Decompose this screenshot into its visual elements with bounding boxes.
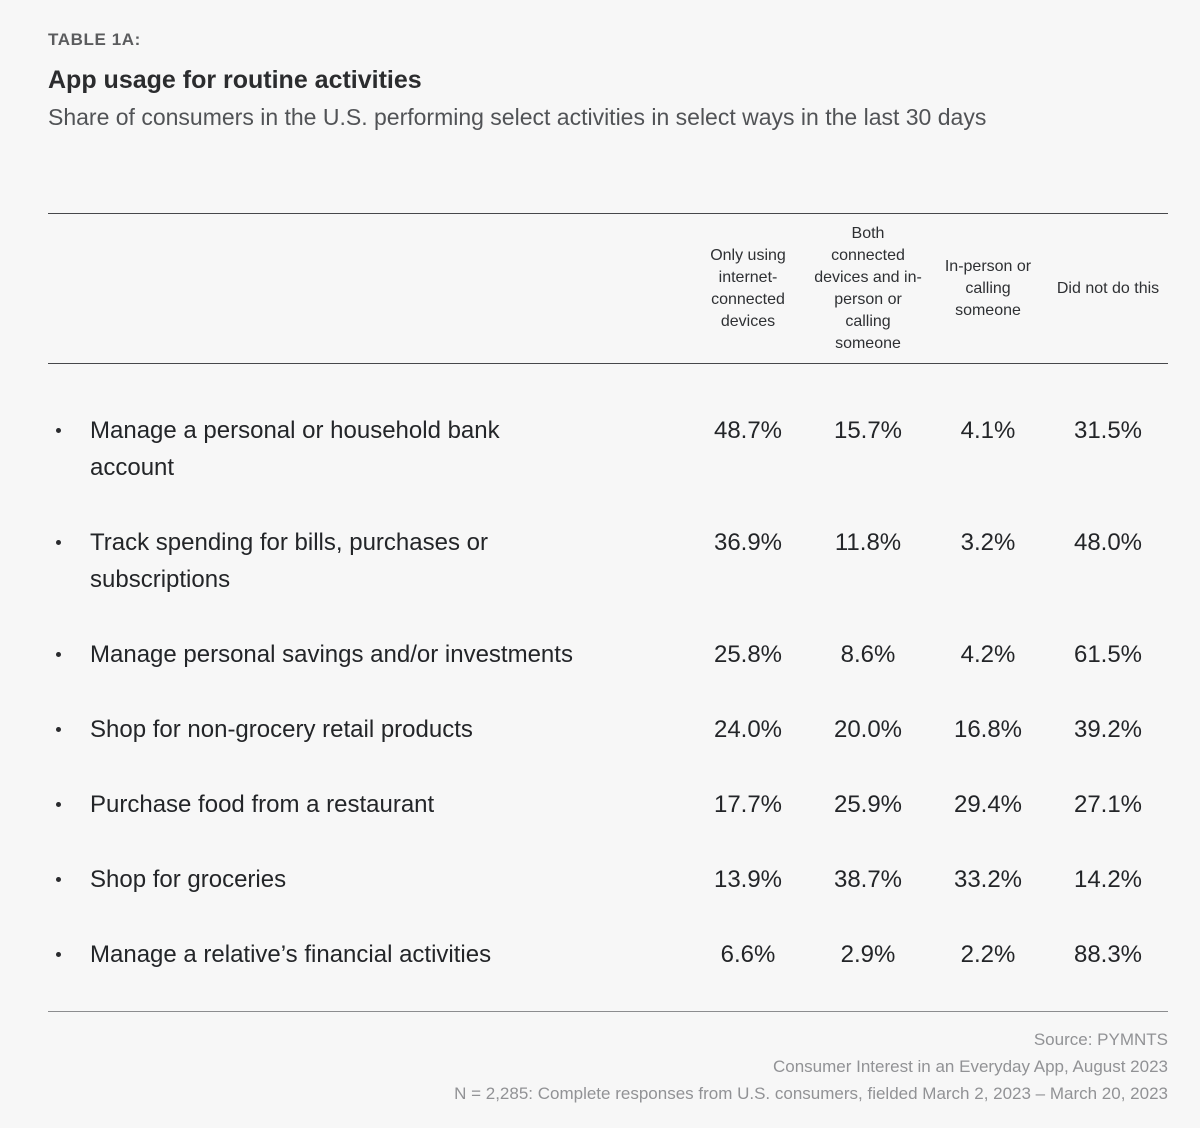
value-cell: 3.2% (960, 529, 1016, 556)
value-cell: 20.0% (833, 716, 903, 743)
sample-line: N = 2,285: Complete responses from U.S. … (454, 1084, 1168, 1103)
activity-cell: Purchase food from a restaurant (48, 786, 688, 823)
source-note: Source: PYMNTS Consumer Interest in an E… (48, 1026, 1168, 1107)
table-row: Track spending for bills, purchases or s… (48, 524, 1168, 598)
value-cell: 31.5% (1073, 417, 1143, 444)
page-title: App usage for routine activities (48, 66, 422, 94)
value-cell: 25.9% (833, 791, 903, 818)
bullet-icon (56, 952, 61, 957)
bullet-icon (56, 652, 61, 657)
activity-cell: Shop for non-grocery retail products (48, 711, 688, 748)
activity-cell: Manage a personal or household bank acco… (48, 412, 688, 486)
value-cell: 25.8% (713, 641, 783, 668)
page-subtitle: Share of consumers in the U.S. performin… (48, 104, 987, 130)
bullet-icon (56, 802, 61, 807)
bullet-icon (56, 540, 61, 545)
value-cell: 4.1% (960, 417, 1016, 444)
table-row: Manage a personal or household bank acco… (48, 412, 1168, 486)
value-cell: 39.2% (1073, 716, 1143, 743)
activity-label: Shop for non-grocery retail products (90, 716, 473, 743)
value-cell: 14.2% (1073, 866, 1143, 893)
activity-cell: Shop for groceries (48, 861, 688, 898)
value-cell: 16.8% (953, 716, 1023, 743)
value-cell: 2.9% (840, 941, 896, 968)
table-body: Manage a personal or household bank acco… (48, 412, 1168, 973)
value-cell: 29.4% (953, 791, 1023, 818)
table-number-label: TABLE 1A: (48, 30, 141, 49)
column-header-did-not: Did not do this (1056, 279, 1160, 297)
bullet-icon (56, 727, 61, 732)
value-cell: 88.3% (1073, 941, 1143, 968)
value-cell: 2.2% (960, 941, 1016, 968)
table-row: Shop for non-grocery retail products 24.… (48, 711, 1168, 748)
value-cell: 33.2% (953, 866, 1023, 893)
activity-label: Manage a relative’s financial activities (90, 941, 492, 968)
bullet-icon (56, 428, 61, 433)
table-row: Shop for groceries 13.9% 38.7% 33.2% 14.… (48, 861, 1168, 898)
value-cell: 61.5% (1073, 641, 1143, 668)
activity-label: Manage personal savings and/or investmen… (90, 641, 573, 668)
value-cell: 24.0% (713, 716, 783, 743)
value-cell: 11.8% (834, 529, 902, 556)
value-cell: 48.0% (1073, 529, 1143, 556)
value-cell: 27.1% (1073, 791, 1143, 818)
table-header-row: Only using internet-connected devices Bo… (48, 213, 1168, 364)
activity-label: Manage a personal or household bank acco… (90, 417, 500, 481)
activity-cell: Manage a relative’s financial activities (48, 936, 688, 973)
table-row: Manage personal savings and/or investmen… (48, 636, 1168, 673)
activity-label: Purchase food from a restaurant (90, 791, 435, 818)
bottom-divider (48, 1011, 1168, 1012)
value-cell: 4.2% (960, 641, 1016, 668)
table-row: Manage a relative’s financial activities… (48, 936, 1168, 973)
activity-label: Track spending for bills, purchases or s… (90, 529, 488, 593)
column-header-both: Both connected devices and in-person or … (814, 224, 922, 352)
value-cell: 15.7% (833, 417, 903, 444)
column-header-in-person: In-person or calling someone (944, 257, 1032, 319)
value-cell: 38.7% (833, 866, 903, 893)
value-cell: 36.9% (713, 529, 783, 556)
value-cell: 48.7% (713, 417, 783, 444)
value-cell: 17.7% (713, 791, 783, 818)
source-line: Source: PYMNTS (1033, 1030, 1168, 1049)
activity-cell: Manage personal savings and/or investmen… (48, 636, 688, 673)
table-row: Purchase food from a restaurant 17.7% 25… (48, 786, 1168, 823)
value-cell: 13.9% (713, 866, 783, 893)
column-header-connected-only: Only using internet-connected devices (710, 246, 786, 330)
value-cell: 8.6% (840, 641, 896, 668)
value-cell: 6.6% (720, 941, 776, 968)
publication-line: Consumer Interest in an Everyday App, Au… (772, 1057, 1168, 1076)
activity-label: Shop for groceries (90, 866, 287, 893)
bullet-icon (56, 877, 61, 882)
activity-cell: Track spending for bills, purchases or s… (48, 524, 688, 598)
